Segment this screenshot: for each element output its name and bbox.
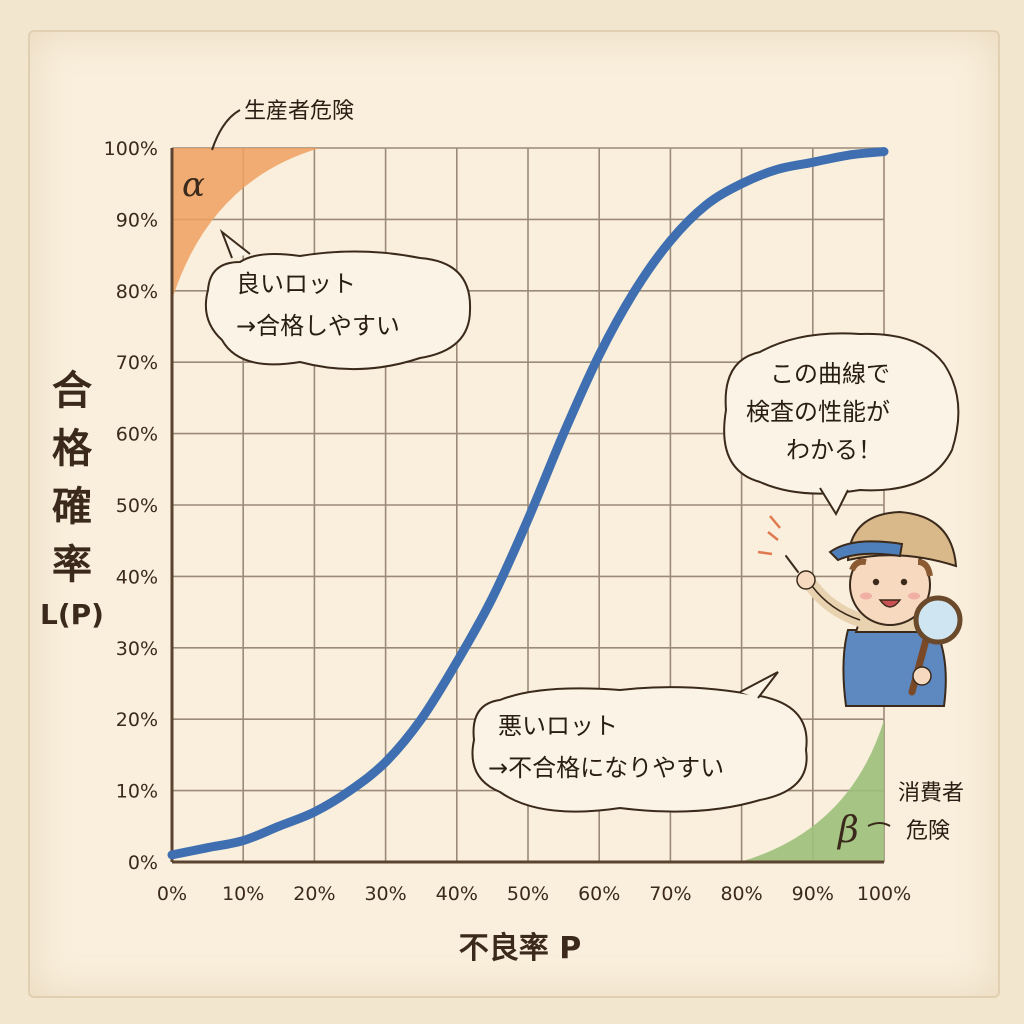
x-tick-label: 100% [857,883,911,905]
beta-region [740,720,884,862]
x-tick-label: 80% [720,883,762,905]
bubble-character-line-2: 検査の性能が [746,398,890,426]
x-tick-label: 10% [222,883,264,905]
x-tick-label: 70% [649,883,691,905]
bubble-bad-lot-line-1: 悪いロット [498,712,618,740]
bubble-bad-lot-line-2: →不合格になりやすい [488,754,724,782]
bubble-good-lot [204,250,472,371]
y-tick-label: 30% [116,638,158,660]
alpha-label: 生産者危険 [244,99,354,124]
beta-label-line-2: 危険 [906,819,950,844]
x-tick-label: 50% [507,883,549,905]
alpha-leader-line [211,109,241,151]
y-tick-label: 50% [116,495,158,517]
oc-curve-line [167,147,889,860]
y-tick-label: 0% [128,852,158,874]
curve [167,147,889,860]
bubble-bad-lot [471,686,808,813]
bubble-character-line-1: この曲線で [770,360,890,388]
y-tick-label: 80% [116,281,158,303]
x-tick-label: 60% [578,883,620,905]
x-tick-label: 30% [364,883,406,905]
y-tick-label: 60% [116,424,158,446]
y-tick-label: 20% [116,709,158,731]
bubble-character [723,332,960,495]
y-axis-title-part: 確 [52,484,92,530]
y-axis-title-part: 合 [52,368,92,414]
y-axis-title-part: 格 [52,426,93,472]
bubble-character-tail [819,487,849,517]
bubble-good-lot-line-2: →合格しやすい [236,312,400,340]
y-tick-label: 90% [116,209,158,231]
bubble-bad-lot-tail [739,671,779,699]
y-tick-label: 70% [116,352,158,374]
bubble-good-lot-tail [219,228,251,259]
x-tick-label: 0% [157,883,187,905]
x-tick-label: 90% [792,883,834,905]
beta-leader-line [867,822,891,827]
beta-label-line-1: 消費者 [898,781,964,806]
y-axis-title-part: 率 [52,542,92,588]
x-tick-label: 40% [436,883,478,905]
bubble-character-line-3: わかる！ [786,436,882,464]
alpha-symbol: α [182,165,205,205]
y-axis-title-part: L(P) [40,598,104,631]
x-axis-title: 不良率 P [459,931,581,966]
detective-child-with-magnifier-icon [757,510,963,707]
alpha-region [172,148,320,300]
beta-symbol: β [836,810,859,851]
axes [170,148,884,864]
x-tick-label: 20% [293,883,335,905]
tick-labels: 0% 10% 20% 30% 40% 50% 60% 70% 80% 90% 100% 0% 10% 20… [104,138,911,905]
y-tick-label: 10% [116,781,158,803]
bubble-good-lot-line-1: 良いロット [236,270,356,298]
y-tick-label: 100% [104,138,158,160]
y-tick-label: 40% [116,566,158,588]
